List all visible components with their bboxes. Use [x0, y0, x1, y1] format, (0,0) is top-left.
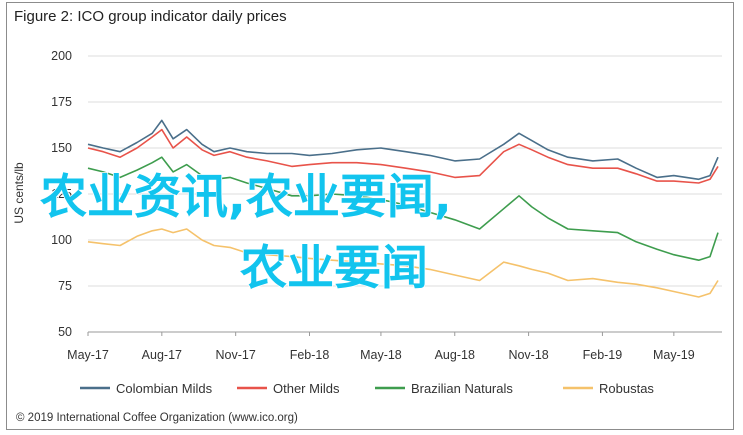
x-tick-label: Nov-18 — [508, 348, 548, 362]
legend-label: Robustas — [599, 381, 654, 396]
legend-item-colombian-milds: Colombian Milds — [80, 381, 213, 396]
legend-label: Brazilian Naturals — [411, 381, 513, 396]
y-tick-label: 125 — [51, 187, 72, 201]
gridlines — [88, 55, 722, 333]
legend-item-robustas: Robustas — [563, 381, 654, 396]
credit-line: © 2019 International Coffee Organization… — [16, 412, 298, 424]
legend-label: Other Milds — [273, 381, 340, 396]
legend-label: Colombian Milds — [116, 381, 213, 396]
series-line-other-milds — [87, 128, 719, 184]
x-tick-label: Aug-17 — [142, 348, 182, 362]
x-tick-label: May-17 — [67, 348, 109, 362]
series-line-colombian-milds — [87, 119, 719, 181]
y-tick-label: 75 — [58, 279, 72, 293]
series-lines — [87, 119, 719, 298]
y-tick-label: 175 — [51, 95, 72, 109]
series-line-brazilian-naturals — [87, 156, 719, 262]
y-tick-label: 50 — [58, 325, 72, 339]
chart-title: Figure 2: ICO group indicator daily pric… — [14, 8, 287, 25]
x-tick-label: Feb-18 — [290, 348, 330, 362]
watermark-line-2: 农业要闻 — [240, 241, 428, 296]
y-tick-label: 200 — [51, 49, 72, 63]
x-tick-label: May-19 — [653, 348, 695, 362]
legend-item-brazilian-naturals: Brazilian Naturals — [375, 381, 513, 396]
legend-item-other-milds: Other Milds — [237, 381, 340, 396]
series-line-robustas — [87, 228, 719, 298]
y-tick-label: 150 — [51, 141, 72, 155]
x-tick-label: Feb-19 — [583, 348, 623, 362]
watermark-overlay: 农业资讯,农业要闻, 农业要闻 — [39, 169, 452, 297]
legend: Colombian Milds Other Milds Brazilian Natu… — [80, 381, 654, 396]
x-tick-labels: May-17 Aug-17 Nov-17 Feb-18 May-18 Aug-18 Nov-… — [67, 332, 695, 362]
chart-frame — [6, 2, 734, 430]
y-tick-labels: 50 75 100 125 150 175 200 — [51, 49, 72, 339]
x-tick-label: Aug-18 — [435, 348, 475, 362]
y-axis-label: US cents/lb — [12, 162, 26, 224]
x-tick-label: May-18 — [360, 348, 402, 362]
y-tick-label: 100 — [51, 233, 72, 247]
watermark-line-1: 农业资讯,农业要闻, — [40, 170, 452, 225]
x-tick-label: Nov-17 — [216, 348, 256, 362]
